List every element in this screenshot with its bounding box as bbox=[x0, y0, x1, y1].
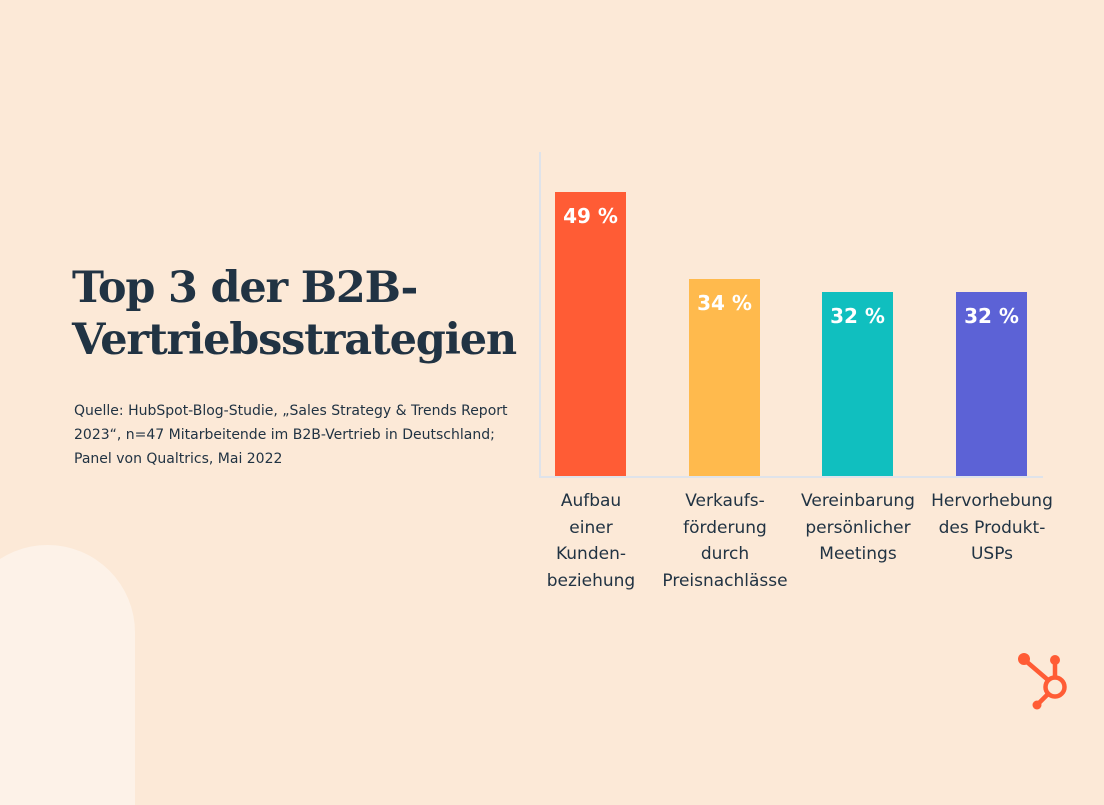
category-label-preisnachlaesse: Verkaufs- förderung durch Preisnachlässe bbox=[655, 488, 795, 594]
bar-value-label: 49 % bbox=[563, 204, 618, 228]
title-line-1: Top 3 der B2B- bbox=[72, 263, 418, 313]
bar-value-label: 32 % bbox=[830, 304, 885, 328]
bar-meetings: 32 % bbox=[822, 292, 893, 476]
category-line: beziehung bbox=[546, 570, 636, 591]
category-label-kundenbeziehung: Aufbau einer Kunden- beziehung bbox=[521, 488, 661, 594]
bar-kundenbeziehung: 49 % bbox=[555, 192, 626, 476]
category-label-produkt-usps: Hervorhebung des Produkt- USPs bbox=[922, 488, 1062, 568]
category-line: Vereinbarung bbox=[801, 491, 915, 511]
category-line: Hervorhebung bbox=[931, 491, 1053, 511]
bar-produkt-usps: 32 % bbox=[956, 292, 1027, 476]
title-line-2: Vertriebsstrategien bbox=[72, 315, 517, 365]
decorative-arch bbox=[0, 545, 135, 805]
category-line: Meetings bbox=[819, 544, 897, 564]
category-line: durch bbox=[700, 544, 750, 564]
bar-value-label: 34 % bbox=[697, 291, 752, 315]
category-line: Preisnachlässe bbox=[662, 570, 788, 591]
category-line: Kunden- bbox=[555, 544, 626, 564]
x-axis-line bbox=[539, 476, 1043, 478]
category-line: einer bbox=[569, 517, 613, 538]
category-line: Verkaufs- bbox=[685, 491, 765, 511]
y-axis-line bbox=[539, 152, 541, 478]
category-line: Aufbau bbox=[560, 491, 622, 511]
bar-value-label: 32 % bbox=[964, 304, 1019, 328]
bar-preisnachlaesse: 34 % bbox=[689, 279, 760, 476]
category-line: persönlicher bbox=[805, 517, 911, 538]
category-label-meetings: Vereinbarung persönlicher Meetings bbox=[788, 488, 928, 568]
source-note: Quelle: HubSpot-Blog-Studie, „Sales Stra… bbox=[74, 403, 508, 467]
hubspot-sprocket-icon bbox=[1018, 653, 1067, 710]
category-line: USPs bbox=[970, 544, 1014, 564]
page-title: Top 3 der B2B- Vertriebsstrategien bbox=[72, 262, 532, 366]
category-line: des Produkt- bbox=[938, 517, 1046, 538]
category-line: förderung bbox=[683, 517, 767, 538]
